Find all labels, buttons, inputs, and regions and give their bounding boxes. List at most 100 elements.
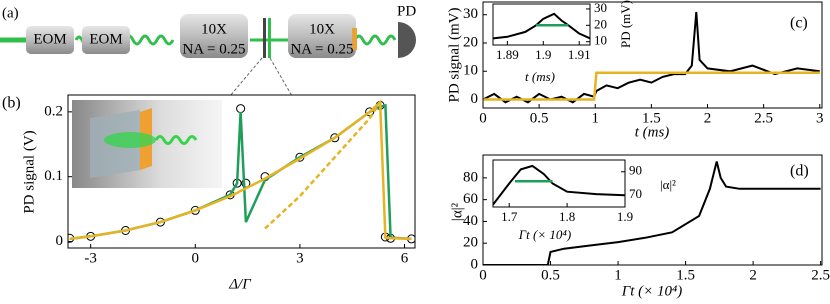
y-axis-label: PD signal (V) [21, 130, 37, 213]
y-tick-label: 0 [56, 233, 64, 249]
objective [180, 14, 248, 58]
beam [154, 135, 198, 145]
y-tick-label: 60 [463, 191, 478, 207]
x-tick-label: 2 [749, 267, 757, 283]
y-axis-label: |α|² [449, 202, 465, 221]
plot-frame [482, 154, 823, 266]
y-tick-label: 70 [629, 186, 642, 201]
panel-label: (b) [2, 95, 21, 112]
data-point [190, 205, 200, 215]
x-tick-label: 1.9 [535, 47, 551, 62]
x-tick-label: 3 [816, 110, 824, 126]
x-axis-label: Γt (× 10⁴) [621, 283, 683, 299]
zoom-line [269, 57, 293, 97]
eom-box [82, 26, 130, 54]
eom-label: EOM [89, 31, 122, 47]
y-tick-label: 20 [463, 34, 478, 50]
plot-frame [67, 94, 416, 249]
y-axis-label: PD signal (mV) [446, 8, 462, 103]
x-axis-label: Γt (× 10⁴) [518, 227, 571, 242]
inset-bg [493, 160, 625, 207]
y-tick-label: 30 [594, 0, 607, 15]
x-tick-label: -3 [84, 250, 97, 266]
objective-label: NA = 0.25 [182, 41, 245, 57]
series-line [493, 164, 625, 206]
x-tick-label: 1.8 [559, 209, 575, 224]
x-tick-label: 1.89 [496, 47, 519, 62]
plot-frame [482, 1, 823, 109]
x-tick-label: 1.9 [617, 209, 633, 224]
schematic: (a) EOM EOM 10X NA = 0.25 10X NA = 0.25 … [0, 3, 416, 97]
data-point [330, 133, 340, 143]
panel-label: (c) [790, 15, 808, 32]
y-tick-label: 10 [594, 33, 607, 48]
y-tick-label: 80 [463, 169, 478, 185]
y-tick-label: 0 [471, 91, 479, 107]
plot-frame [492, 3, 591, 46]
x-tick-label: 1.91 [568, 47, 591, 62]
x-tick-label: 1.5 [676, 267, 695, 283]
objective-label: 10X [201, 21, 227, 37]
filter [352, 28, 357, 50]
x-tick-label: 1.7 [501, 209, 518, 224]
y-tick-label: 20 [463, 235, 478, 251]
objective [288, 14, 356, 58]
series-line [483, 71, 820, 101]
objective-label: 10X [309, 21, 335, 37]
x-tick-label: 0 [479, 267, 487, 283]
x-tick-label: 1 [614, 267, 622, 283]
zoom-line [229, 57, 263, 97]
series-line [69, 99, 412, 241]
series-line [493, 12, 590, 40]
beam [123, 34, 175, 46]
y-tick-label: 20 [594, 16, 607, 31]
x-tick-label: 2.5 [754, 110, 773, 126]
eom-box [26, 26, 74, 54]
x-tick-label: 0.5 [541, 267, 560, 283]
series-line [483, 161, 821, 265]
y-axis-label: |α|² [660, 177, 676, 192]
x-tick-label: 6 [401, 250, 409, 266]
objective-label: NA = 0.25 [290, 41, 353, 57]
eom-label: EOM [33, 31, 66, 47]
y-tick-label: 90 [629, 163, 642, 178]
x-tick-label: 3 [296, 250, 304, 266]
panel-label: (d) [790, 163, 809, 180]
data-point [365, 107, 375, 117]
data-point [236, 104, 246, 114]
series-line [483, 11, 820, 104]
sample [268, 18, 271, 58]
x-tick-label: 0 [479, 110, 487, 126]
x-tick-label: 2 [704, 110, 712, 126]
x-axis-label: t (ms) [525, 69, 555, 84]
x-tick-label: 0 [192, 250, 200, 266]
y-tick-label: 40 [463, 213, 478, 229]
y-axis-label: PD (mV) [618, 0, 633, 48]
x-tick-label: 1.5 [642, 110, 661, 126]
chart: 1.7 1.8 1.9 70 90 Γt (× 10⁴) |α|² [492, 159, 676, 242]
y-tick-label: 0.1 [44, 168, 63, 184]
plot-frame [492, 159, 626, 208]
x-axis-label: Δ/Γ [228, 276, 252, 292]
sample [263, 18, 266, 58]
beam [353, 34, 397, 46]
x-axis-label: t (ms) [635, 124, 670, 140]
chart: -3 0 3 6 0 0.1 0.2 Δ/Γ PD signal (V) (b) [2, 94, 416, 292]
detector [398, 22, 416, 58]
x-tick-label: 1 [592, 110, 600, 126]
device-illustration [72, 100, 222, 188]
y-tick-label: 10 [463, 63, 478, 79]
x-tick-label: 0.5 [530, 110, 549, 126]
y-tick-label: 0.2 [44, 103, 63, 119]
panel-label: (a) [2, 5, 19, 21]
detector-label: PD [397, 3, 416, 19]
x-tick-label: 2.5 [811, 267, 830, 283]
y-tick-label: 0 [471, 256, 479, 272]
series-line [264, 101, 382, 230]
beam-spot [104, 132, 156, 148]
